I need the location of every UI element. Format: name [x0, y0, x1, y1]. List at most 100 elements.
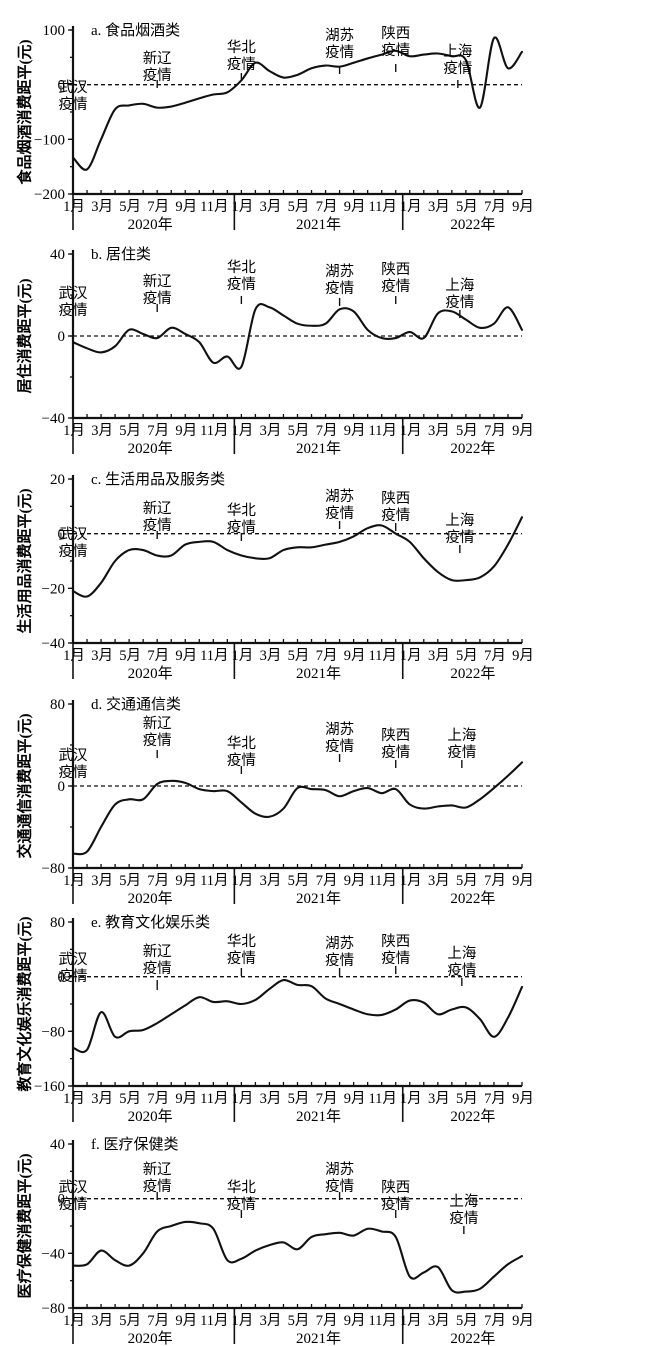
event-annotation-label: 疫情 — [143, 732, 172, 749]
year-label: 2021年 — [296, 890, 341, 906]
x-tick-label: 9月 — [175, 648, 197, 664]
x-tick-label: 5月 — [119, 648, 141, 664]
event-annotation-label: 疫情 — [143, 1178, 172, 1195]
x-tick-label: 7月 — [484, 648, 506, 664]
event-annotation-label: 疫情 — [325, 952, 354, 969]
event-annotation-label: 疫情 — [59, 302, 88, 319]
event-annotation-label: 疫情 — [325, 44, 354, 61]
x-tick-label: 3月 — [260, 1313, 282, 1329]
y-tick-label: −80 — [42, 1301, 65, 1317]
year-label: 2022年 — [450, 216, 495, 232]
event-annotation-label: 疫情 — [381, 744, 410, 761]
x-tick-label: 9月 — [344, 648, 366, 664]
x-tick-label: 1月 — [232, 199, 254, 215]
x-tick-label: 1月 — [232, 423, 254, 439]
event-annotation-label: 上海 — [445, 277, 474, 294]
y-tick-label: −40 — [42, 1246, 65, 1262]
x-tick-label: 3月 — [260, 648, 282, 664]
x-tick-label: 3月 — [428, 648, 450, 664]
event-annotation-label: 武汉 — [59, 1179, 88, 1196]
year-label: 2021年 — [296, 1330, 341, 1346]
event-annotation-label: 陕西 — [381, 933, 410, 950]
x-tick-label: 9月 — [512, 648, 534, 664]
x-tick-label: 7月 — [484, 199, 506, 215]
event-annotation-label: 上海 — [447, 945, 476, 962]
year-label: 2020年 — [128, 1330, 173, 1346]
chart-panel-b: 居住消费距平(元) 40 0 −40 1月 3月 5月 7月 9月 11月 1月 3月 5月 7月 9月 11… — [0, 232, 650, 456]
x-tick-label: 1月 — [400, 1313, 422, 1329]
event-annotation-label: 疫情 — [227, 950, 256, 967]
event-annotation-label: 疫情 — [227, 276, 256, 293]
x-tick-label: 9月 — [175, 873, 197, 889]
event-annotation-label: 湖苏 — [325, 27, 354, 44]
year-label: 2020年 — [128, 890, 173, 906]
x-tick-label: 9月 — [344, 873, 366, 889]
x-tick-label: 5月 — [288, 648, 310, 664]
year-label: 2022年 — [450, 890, 495, 906]
data-curve — [71, 761, 524, 856]
event-annotation-label: 湖苏 — [325, 1161, 354, 1178]
x-tick-label: 11月 — [200, 873, 228, 889]
x-tick-label: 11月 — [368, 648, 396, 664]
x-tick-label: 1月 — [63, 199, 85, 215]
y-axis-label: 居住消费距平(元) — [15, 279, 33, 394]
x-tick-label: 7月 — [147, 1313, 169, 1329]
x-tick-label: 11月 — [368, 1091, 396, 1107]
data-curve — [71, 36, 524, 171]
event-annotation-label: 疫情 — [143, 290, 172, 307]
x-tick-label: 9月 — [512, 199, 534, 215]
chart-panel-a: 食品烟酒消费距平(元) 100 0 −100 −200 1月 3月 5月 7月 9月 11月 1月 3月… — [0, 8, 650, 232]
x-tick-label: 9月 — [175, 199, 197, 215]
event-annotation-label: 湖苏 — [325, 263, 354, 280]
year-label: 2020年 — [128, 665, 173, 681]
x-tick-label: 5月 — [456, 199, 478, 215]
event-annotation-label: 疫情 — [143, 960, 172, 977]
x-tick-label: 3月 — [260, 1091, 282, 1107]
event-annotation-label: 武汉 — [59, 526, 88, 543]
y-tick-label: −40 — [42, 411, 65, 427]
y-tick-label: 0 — [58, 527, 66, 543]
event-annotation-label: 武汉 — [59, 747, 88, 764]
data-curve — [71, 1220, 524, 1294]
x-tick-label: 5月 — [288, 423, 310, 439]
x-tick-label: 3月 — [428, 199, 450, 215]
x-tick-label: 3月 — [91, 873, 113, 889]
event-annotation-label: 疫情 — [381, 507, 410, 524]
event-annotation-label: 华北 — [227, 933, 256, 950]
x-tick-label: 5月 — [119, 1091, 141, 1107]
x-tick-label: 11月 — [368, 1313, 396, 1329]
year-label: 2020年 — [128, 440, 173, 456]
event-annotation-label: 疫情 — [227, 752, 256, 769]
x-tick-label: 7月 — [147, 648, 169, 664]
y-tick-label: −100 — [34, 132, 65, 148]
event-annotation-label: 新辽 — [143, 50, 172, 67]
event-annotation-label: 疫情 — [59, 764, 88, 781]
year-label: 2022年 — [450, 440, 495, 456]
x-tick-label: 9月 — [512, 1313, 534, 1329]
x-tick-label: 9月 — [344, 1091, 366, 1107]
y-tick-label: −20 — [42, 581, 65, 597]
panel-title: b. 居住类 — [91, 246, 151, 263]
x-tick-label: 3月 — [428, 1313, 450, 1329]
x-tick-label: 5月 — [456, 648, 478, 664]
event-annotation-label: 疫情 — [143, 67, 172, 84]
x-tick-label: 5月 — [456, 873, 478, 889]
panel-title: f. 医疗保健类 — [91, 1136, 179, 1153]
y-tick-label: −200 — [34, 187, 65, 203]
x-tick-label: 1月 — [400, 423, 422, 439]
event-annotation-label: 疫情 — [381, 1196, 410, 1213]
x-tick-label: 1月 — [63, 1091, 85, 1107]
event-annotation-label: 新辽 — [143, 273, 172, 290]
